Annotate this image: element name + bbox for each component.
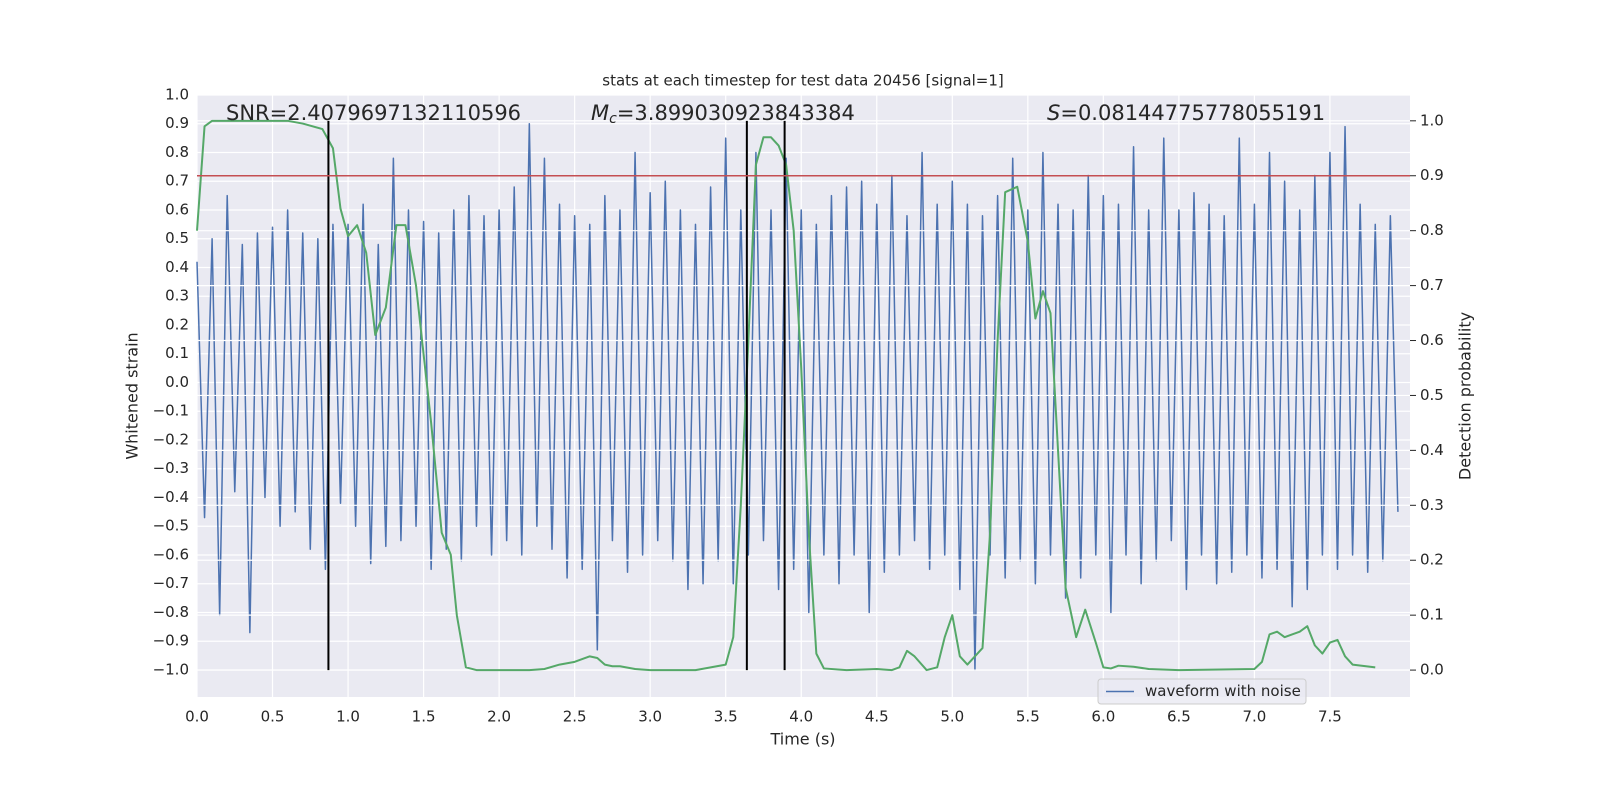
y-tick-label: 0.3 bbox=[165, 287, 189, 305]
y-tick-label: 0.1 bbox=[165, 344, 189, 362]
x-tick-label: 1.0 bbox=[336, 708, 360, 726]
y2-tick-label: 0.2 bbox=[1420, 551, 1444, 569]
x-tick-label: 6.5 bbox=[1167, 708, 1191, 726]
y-tick-label: −1.0 bbox=[153, 660, 189, 678]
y2-tick-label: 0.1 bbox=[1420, 606, 1444, 624]
y-tick-label: 0.7 bbox=[165, 172, 189, 190]
y-tick-label: −0.1 bbox=[153, 402, 189, 420]
y-tick-label: 0.8 bbox=[165, 143, 189, 161]
annotation-text: SNR=2.4079697132110596 bbox=[226, 101, 521, 125]
y-tick-label: 1.0 bbox=[165, 86, 189, 104]
waveform-line bbox=[196, 123, 1399, 671]
y2-tick-label: 0.3 bbox=[1420, 496, 1444, 514]
x-tick-label: 3.0 bbox=[638, 708, 662, 726]
annotation-symbol: M bbox=[591, 101, 609, 125]
y2-tick-label: 0.5 bbox=[1420, 386, 1444, 404]
x-tick-label: 6.0 bbox=[1091, 708, 1115, 726]
y2-tick-label: 0.0 bbox=[1420, 661, 1444, 679]
annotation: Mc=3.899030923843384 bbox=[591, 101, 855, 127]
y-tick-label: −0.6 bbox=[153, 545, 189, 563]
y2-tick-label: 1.0 bbox=[1420, 111, 1444, 129]
y2-axis-label: Detection probability bbox=[1456, 312, 1475, 480]
y2-tick-label: 0.6 bbox=[1420, 331, 1444, 349]
legend-label: waveform with noise bbox=[1145, 682, 1301, 700]
x-tick-label: 7.5 bbox=[1318, 708, 1342, 726]
x-tick-label: 4.5 bbox=[865, 708, 889, 726]
y-tick-label: −0.2 bbox=[153, 430, 189, 448]
x-axis-label: Time (s) bbox=[769, 730, 835, 749]
annotation: S=0.08144775778055191 bbox=[1047, 101, 1325, 125]
y2-tick-label: 0.8 bbox=[1420, 221, 1444, 239]
x-tick-label: 7.0 bbox=[1242, 708, 1266, 726]
y2-tick-label: 0.9 bbox=[1420, 166, 1444, 184]
y-tick-label: 0.9 bbox=[165, 114, 189, 132]
x-tick-label: 2.5 bbox=[563, 708, 587, 726]
y-tick-label: 0.2 bbox=[165, 315, 189, 333]
x-tick-label: 3.5 bbox=[714, 708, 738, 726]
x-tick-label: 5.5 bbox=[1016, 708, 1040, 726]
annotation-symbol: S bbox=[1047, 101, 1060, 125]
y-tick-label: −0.8 bbox=[153, 603, 189, 621]
x-tick-label: 4.0 bbox=[789, 708, 813, 726]
y-tick-label: 0.0 bbox=[165, 373, 189, 391]
x-tick-label: 2.0 bbox=[487, 708, 511, 726]
y2-tick-label: 0.7 bbox=[1420, 276, 1444, 294]
chart-title: stats at each timestep for test data 204… bbox=[602, 72, 1003, 90]
y-tick-label: 0.5 bbox=[165, 229, 189, 247]
y-tick-label: −0.5 bbox=[153, 517, 189, 535]
y-tick-label: −0.7 bbox=[153, 574, 189, 592]
legend-box bbox=[1097, 678, 1307, 705]
y2-tick-label: 0.4 bbox=[1420, 441, 1444, 459]
y-axis-label: Whitened strain bbox=[123, 332, 142, 459]
y-tick-label: 0.6 bbox=[165, 200, 189, 218]
y-tick-label: −0.9 bbox=[153, 632, 189, 650]
x-tick-label: 0.0 bbox=[185, 708, 209, 726]
x-tick-label: 5.0 bbox=[940, 708, 964, 726]
y-tick-label: 0.4 bbox=[165, 258, 189, 276]
x-tick-label: 0.5 bbox=[261, 708, 285, 726]
annotation: SNR=2.4079697132110596 bbox=[226, 101, 521, 125]
annotation-text: =0.08144775778055191 bbox=[1060, 101, 1325, 125]
y-tick-label: −0.3 bbox=[153, 459, 189, 477]
annotation-text: =3.899030923843384 bbox=[617, 101, 855, 125]
annotation-subscript: c bbox=[609, 111, 617, 127]
y-tick-label: −0.4 bbox=[153, 488, 189, 506]
probability-line bbox=[196, 119, 1376, 672]
x-tick-label: 1.5 bbox=[412, 708, 436, 726]
